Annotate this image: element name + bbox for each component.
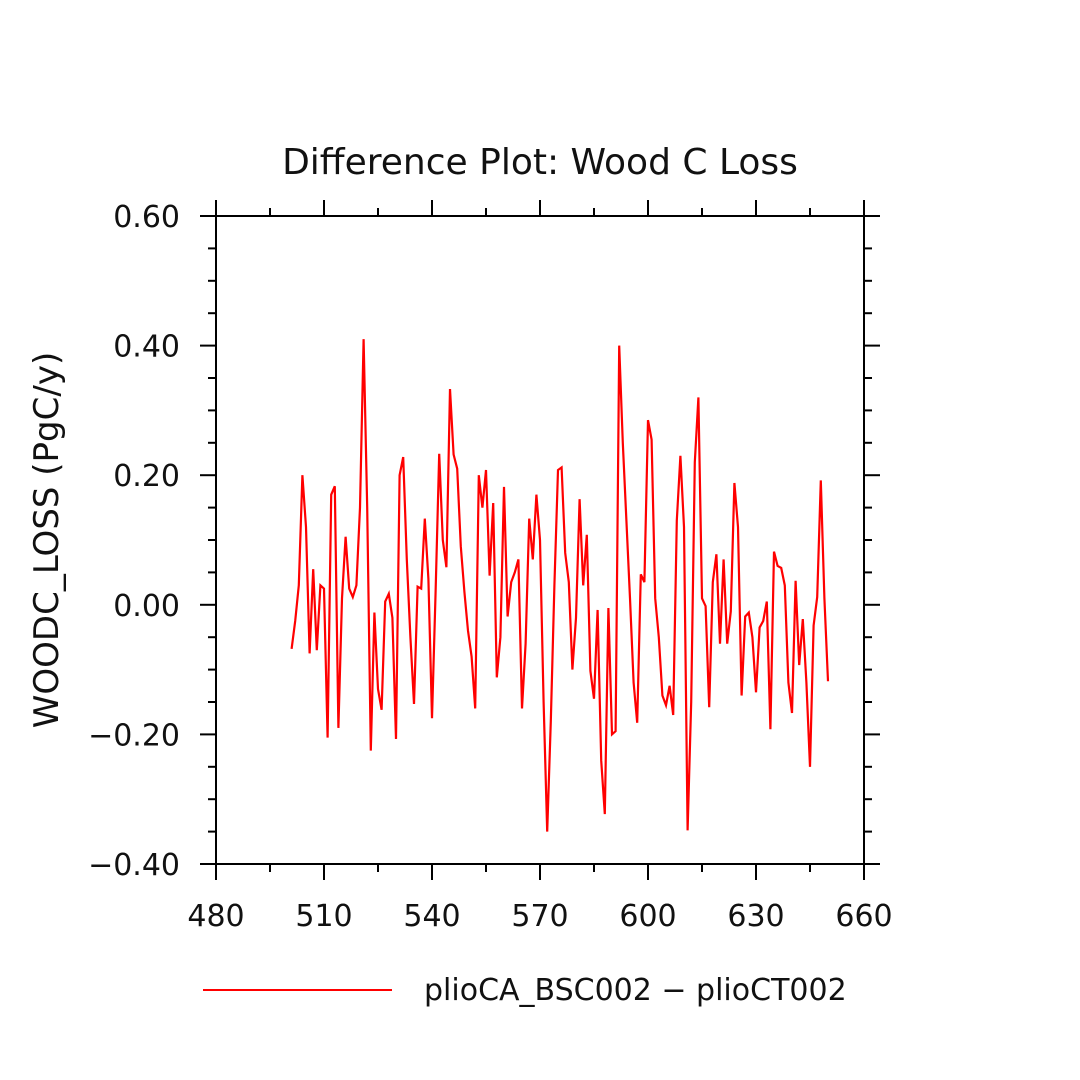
legend-label: plioCA_BSC002 − plioCT002 [424,973,847,1008]
x-tick-label: 510 [295,899,352,934]
y-tick-label: −0.20 [88,718,180,753]
y-tick-label: 0.40 [113,330,180,365]
y-tick-label: 0.60 [113,200,180,235]
series-line [290,339,830,832]
x-tick-label: 540 [403,899,460,934]
x-tick-label: 600 [619,899,676,934]
legend: plioCA_BSC002 − plioCT002 [203,973,847,1008]
y-axis-label: WOODC_LOSS (PgC/y) [27,352,67,728]
y-tick-label: 0.00 [113,589,180,624]
y-axis: −0.40 −0.20 0.00 0.20 0.40 0.60 [88,200,880,883]
x-axis: 480 510 540 570 600 630 660 [187,200,893,934]
series-layer [290,339,830,832]
y-tick-label: −0.40 [88,848,180,883]
x-tick-label: 570 [511,899,568,934]
x-tick-label: 660 [835,899,892,934]
chart-title: Difference Plot: Wood C Loss [282,142,798,183]
x-tick-label: 630 [727,899,784,934]
y-tick-label: 0.20 [113,459,180,494]
x-tick-label: 480 [187,899,244,934]
